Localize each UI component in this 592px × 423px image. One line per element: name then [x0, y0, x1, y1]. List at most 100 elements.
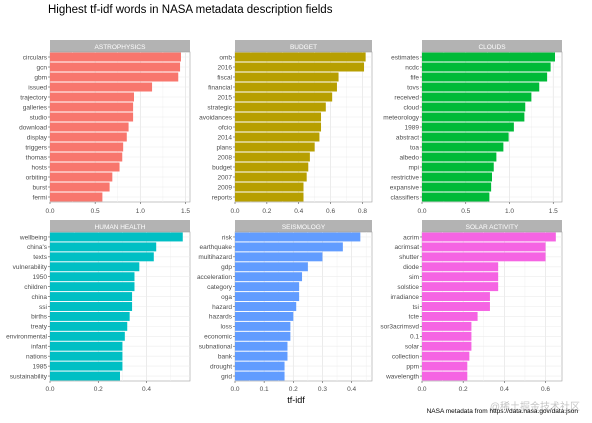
category-label: gdp [221, 264, 232, 271]
category-label: ofcio [218, 124, 232, 131]
bar [422, 142, 504, 152]
bar [50, 122, 129, 132]
bar [235, 122, 322, 132]
category-label: classifiers [390, 194, 419, 201]
facet-strip-label: CLOUDS [478, 44, 506, 51]
bar [422, 162, 494, 172]
category-label: children [24, 284, 47, 291]
category-label: 1985 [33, 363, 48, 370]
x-tick-label: 0.3 [318, 386, 327, 393]
category-label: sim [409, 274, 419, 281]
category-label: burst [33, 184, 48, 191]
bar [50, 82, 153, 92]
category-label: galleries [23, 104, 48, 111]
category-label: births [31, 314, 48, 321]
bar [422, 182, 492, 192]
facet-strip [422, 40, 562, 52]
bar [235, 242, 343, 252]
x-tick-label: 0.0 [45, 208, 54, 215]
x-tick-label: 1.0 [505, 208, 514, 215]
bar [422, 311, 478, 321]
bar [235, 292, 300, 302]
bar [422, 252, 546, 262]
x-tick-label: 0.6 [541, 386, 550, 393]
x-tick-label: 0.2 [262, 208, 271, 215]
bar [50, 282, 135, 292]
chart-title: Highest tf-idf words in NASA metadata de… [48, 4, 333, 16]
bar [50, 272, 135, 282]
x-axis-label: tf-idf [287, 395, 305, 405]
bar [235, 321, 291, 331]
x-tick-label: 0.2 [94, 386, 103, 393]
category-label: vulnerability [13, 264, 48, 271]
bar [235, 102, 326, 112]
bar [422, 361, 468, 371]
category-label: hazard [212, 304, 232, 311]
bar [50, 62, 181, 72]
category-label: estimates [391, 54, 420, 61]
category-label: ppm [406, 363, 419, 370]
category-label: 2014 [218, 134, 233, 141]
category-label: studio [30, 114, 48, 121]
bar [50, 371, 120, 381]
bar [422, 232, 556, 242]
bar [235, 302, 297, 311]
caption: NASA metadata from https://data.nasa.gov… [426, 408, 578, 415]
x-tick-label: 0.0 [230, 208, 239, 215]
category-label: cloud [403, 104, 419, 111]
category-label: received [394, 94, 419, 101]
category-label: treaty [31, 324, 48, 331]
category-label: oga [221, 294, 232, 301]
bar [422, 62, 551, 72]
category-label: plans [216, 144, 232, 151]
category-label: earthquake [199, 244, 232, 251]
category-label: meteorology [383, 114, 420, 121]
bar [422, 351, 470, 361]
bar [50, 192, 103, 202]
facet-panel-human-health: HUMAN HEALTH 0.0 0.2 0.4 wellbeing china's tex… [6, 220, 191, 393]
bar [422, 262, 499, 272]
bar [422, 92, 532, 102]
category-label: ssi [39, 304, 47, 311]
facet-strip-label: SEISMOLOGY [282, 224, 326, 231]
x-tick-label: 0.4 [294, 208, 303, 215]
facet-panel-seismology: SEISMOLOGY 0.0 0.1 0.2 0.3 0.4 risk earthquake m… [197, 220, 373, 393]
bar [422, 52, 555, 62]
category-label: china [31, 294, 47, 301]
category-label: 2008 [218, 154, 233, 161]
category-label: economic [204, 334, 233, 341]
bar [235, 132, 320, 142]
category-label: albedo [399, 154, 419, 161]
x-tick-label: 0.8 [358, 208, 367, 215]
bar [422, 282, 499, 292]
bar [235, 341, 288, 351]
category-label: irradiance [390, 294, 419, 301]
category-label: 1950 [33, 274, 48, 281]
category-label: solar [405, 344, 420, 351]
category-label: download [19, 124, 47, 131]
bar [235, 252, 323, 262]
bar [422, 341, 472, 351]
category-label: texts [33, 254, 47, 261]
bar [50, 172, 113, 182]
category-label: abstract [396, 134, 419, 141]
bar [422, 331, 472, 341]
x-tick-label: 0.0 [230, 386, 239, 393]
bar [235, 282, 300, 292]
x-tick-label: 0.2 [289, 386, 298, 393]
category-label: gcn [37, 64, 48, 71]
bar [422, 371, 468, 381]
facet-panel-budget: BUDGET 0.0 0.2 0.4 0.6 0.8 omb 2016 fiscal financ… [199, 40, 373, 215]
category-label: display [27, 134, 48, 141]
category-label: fiscal [217, 74, 232, 81]
x-tick-label: 0.2 [459, 386, 468, 393]
category-label: collection [392, 353, 419, 360]
category-label: financial [208, 84, 232, 91]
category-label: tcte [409, 314, 420, 321]
category-label: trajectory [20, 94, 47, 101]
bar [235, 52, 366, 62]
category-label: risk [222, 234, 233, 241]
category-label: hazards [209, 314, 233, 321]
category-label: sustainability [10, 373, 48, 380]
